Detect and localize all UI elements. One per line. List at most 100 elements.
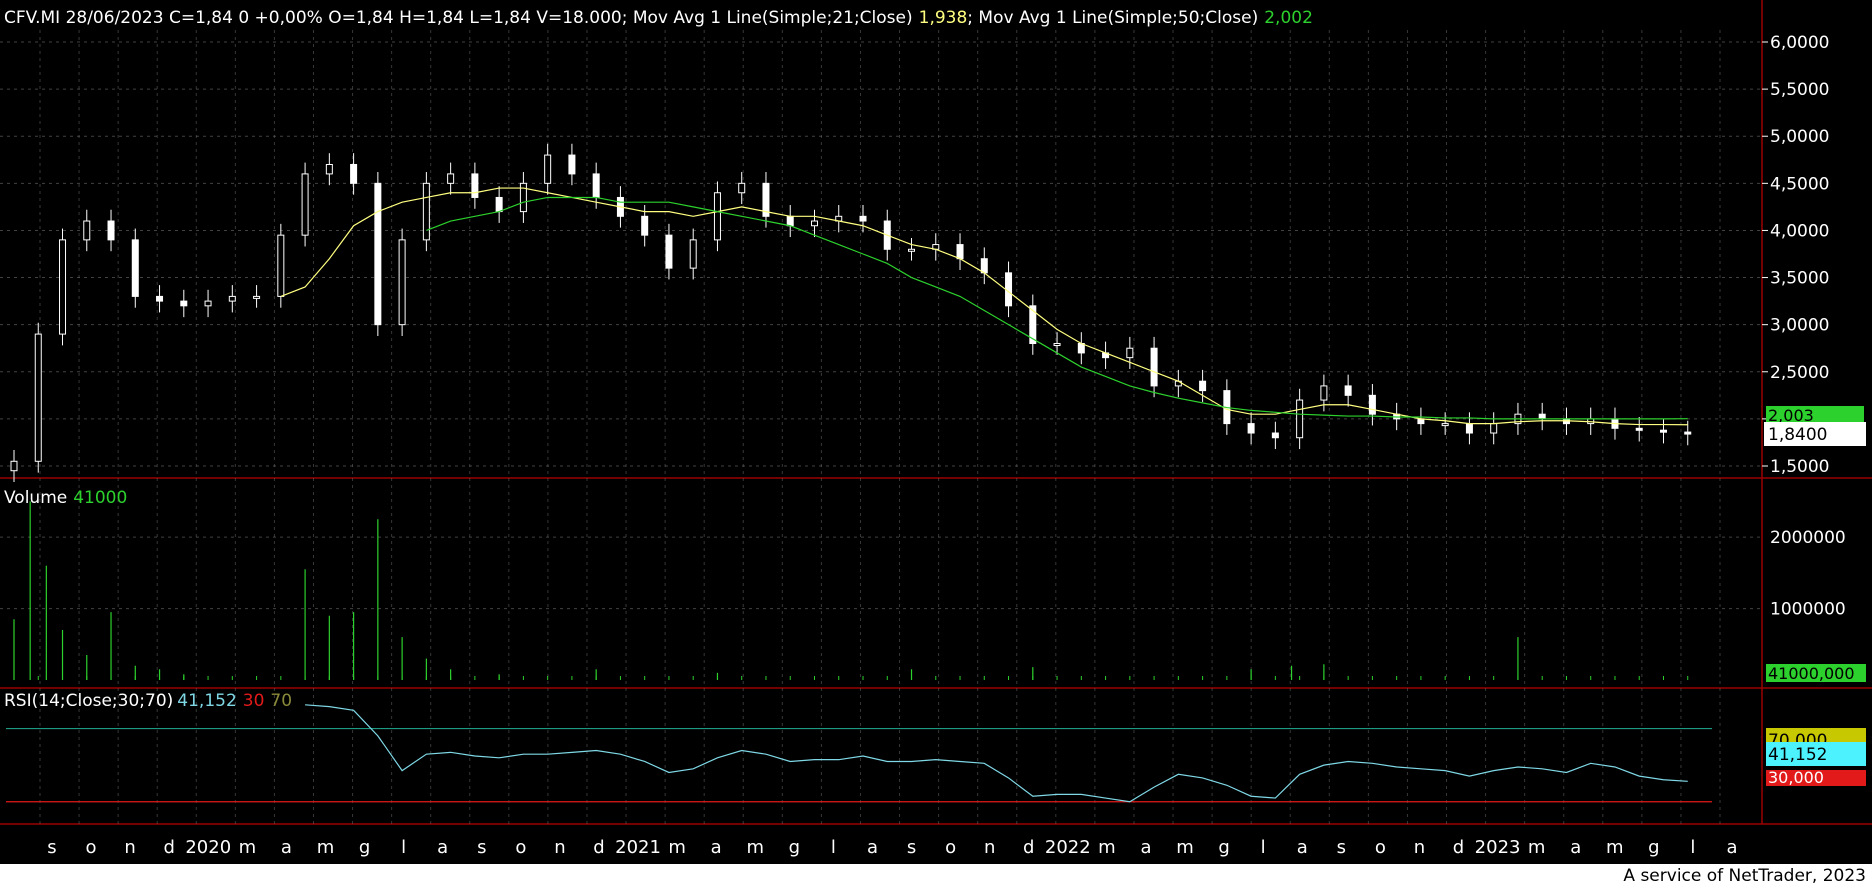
candle-body [83, 220, 91, 241]
x-tick-label: 2020 [185, 837, 231, 858]
y-tick-label: 2000000 [1770, 528, 1846, 548]
ma50-line [426, 196, 1688, 420]
candle-body [34, 333, 42, 462]
chart-canvas: 6,0000 5,5000 5,0000 4,5000 4,0000 3,5000 3,00… [0, 0, 1872, 858]
ma50-legend-label: Mov Avg 1 Line(Simple;50;Close) [973, 8, 1258, 28]
price-axis: 6,0000 5,5000 5,0000 4,5000 4,0000 3,5000 3,00… [1762, 33, 1846, 620]
y-tick-label: 5,5000 [1770, 80, 1829, 100]
rsi-header: RSI(14;Close;30;70) 41,152 30 70 [4, 691, 292, 711]
chart-grid [0, 0, 1872, 825]
y-tick-label: 1000000 [1770, 600, 1846, 620]
x-tick-label: m [1098, 837, 1116, 858]
volume-badge: 41000,000 [1768, 664, 1855, 683]
x-tick-label: m [1606, 837, 1624, 858]
candle-body [1247, 423, 1255, 434]
x-tick-label: d [1453, 837, 1464, 858]
x-tick-label: s [907, 837, 916, 858]
x-tick-label: n [554, 837, 565, 858]
x-tick-label: n [984, 837, 995, 858]
candle-body [1199, 380, 1207, 392]
candle-body [859, 215, 867, 222]
candle-body [350, 163, 358, 184]
header-separator: ; [622, 8, 628, 28]
ma21-legend-label: Mov Avg 1 Line(Simple;21;Close) [627, 8, 912, 28]
candle-body [592, 173, 600, 198]
x-tick-label: s [1337, 837, 1346, 858]
candle-body [810, 220, 818, 227]
x-tick-label: l [1261, 837, 1266, 858]
candle-body [1538, 413, 1546, 420]
x-tick-label: l [1690, 837, 1695, 858]
time-axis: s o n d 2020 m a m g l a s o n d 2021 m a m g l a s o n d 2022 m a m g… [47, 837, 1737, 858]
rsi-high-level: 70 [270, 691, 292, 711]
x-tick-label: m [317, 837, 335, 858]
x-tick-label: 2021 [615, 837, 661, 858]
x-tick-label: a [1726, 837, 1737, 858]
candle-body [1684, 431, 1692, 435]
x-tick-label: a [1297, 837, 1308, 858]
ma21-line [280, 187, 1688, 426]
price-panel[interactable] [10, 143, 1692, 483]
candle-body [1296, 399, 1304, 439]
rsi-label: RSI(14;Close;30;70) [4, 691, 173, 711]
x-tick-label: g [789, 837, 800, 858]
candle-body [1271, 432, 1279, 439]
x-tick-label: g [1218, 837, 1229, 858]
candle-body [204, 300, 212, 307]
rsi-value-badge-bg [1766, 742, 1866, 766]
ma21-legend-value: 1,938 [919, 8, 968, 28]
x-tick-label: a [281, 837, 292, 858]
x-tick-label: m [1528, 837, 1546, 858]
candle-body [1126, 347, 1134, 359]
candle-body [1490, 423, 1498, 434]
candle-body [1053, 343, 1061, 347]
x-tick-label: l [401, 837, 406, 858]
candle-body [641, 215, 649, 236]
candle-body [908, 248, 916, 252]
ma-badge: 2,003 [1768, 406, 1814, 425]
x-tick-label: a [1570, 837, 1581, 858]
candle-body [519, 182, 527, 213]
x-tick-label: o [86, 837, 97, 858]
x-tick-label: n [124, 837, 135, 858]
candle-body [689, 239, 697, 269]
candle-body [956, 244, 964, 260]
rsi-line [305, 704, 1688, 803]
rsi-value-badge: 41,152 [1768, 745, 1827, 765]
x-tick-label: o [515, 837, 526, 858]
candle-body [447, 173, 455, 184]
candle-body [1465, 423, 1473, 434]
volume-panel[interactable] [13, 501, 1689, 680]
candle-body [1368, 394, 1376, 415]
header-separator: ; [967, 8, 973, 28]
rsi-value: 41,152 [177, 691, 236, 711]
volume-badge-bg [1766, 664, 1866, 682]
candle-body [1320, 385, 1328, 401]
candle-body [374, 182, 382, 326]
quote-text: CFV.MI 28/06/2023 C=1,84 0 +0,00% O=1,84… [4, 8, 622, 28]
x-tick-label: s [47, 837, 56, 858]
x-tick-label: s [477, 837, 486, 858]
y-tick-label: 5,0000 [1770, 127, 1829, 147]
y-tick-label: 4,0000 [1770, 221, 1829, 241]
candle-body [665, 234, 673, 269]
x-tick-label: g [359, 837, 370, 858]
y-tick-label: 1,5000 [1770, 457, 1829, 477]
candle-body [544, 154, 552, 184]
y-tick-label: 4,5000 [1770, 174, 1829, 194]
y-tick-label: 6,0000 [1770, 33, 1829, 53]
ma50-legend-value: 2,002 [1264, 8, 1313, 28]
candle-body [10, 460, 18, 472]
x-tick-label: m [239, 837, 257, 858]
x-tick-label: m [668, 837, 686, 858]
candle-body [762, 182, 770, 217]
candle-body [1344, 385, 1352, 396]
rsi-panel[interactable] [6, 704, 1712, 803]
candle-body [738, 182, 746, 194]
x-tick-label: a [711, 837, 722, 858]
x-tick-label: o [1375, 837, 1386, 858]
volume-label: Volume [4, 488, 67, 508]
candle-body [495, 196, 503, 213]
candle-body [1635, 427, 1643, 431]
candle-body [1441, 423, 1449, 427]
